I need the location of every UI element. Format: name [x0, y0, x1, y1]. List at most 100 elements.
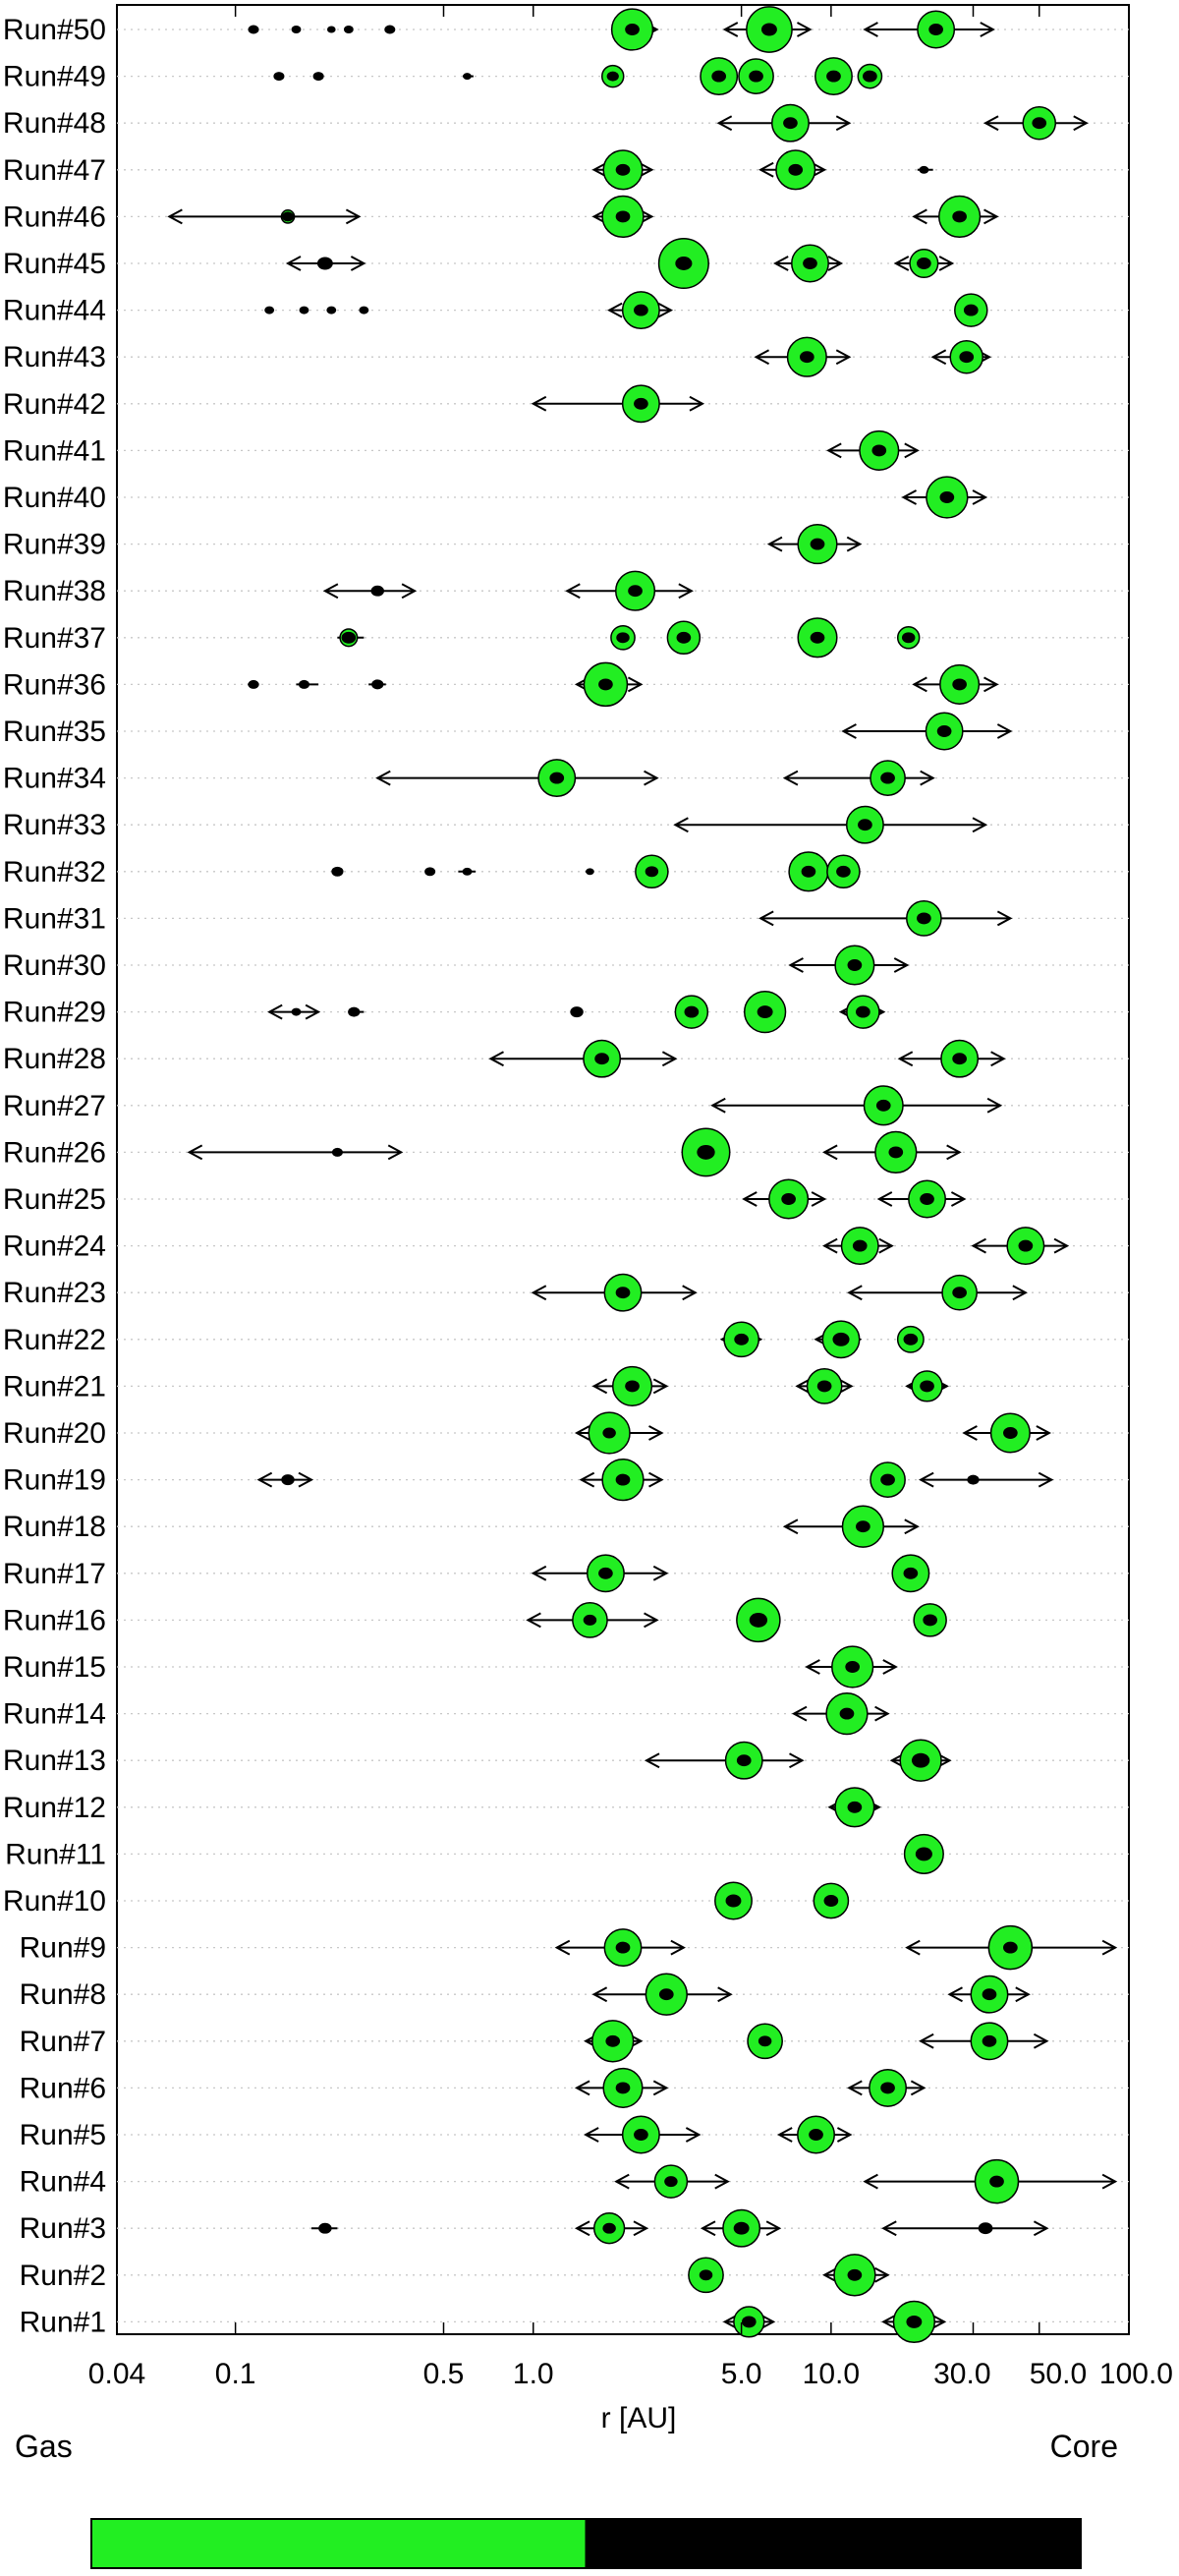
planet-marker: [805, 1645, 898, 1689]
run-labels: Run#1 Run#2 Run#3 Run#4 Run#5 Run#6 Run#7 Run#8…: [3, 14, 106, 2338]
planet-marker: [822, 1227, 894, 1266]
core-dot: [343, 26, 354, 33]
legend-core-bar: [585, 2518, 1082, 2569]
run-label: Run#50: [3, 14, 106, 46]
planet-marker: [863, 10, 995, 49]
planet-marker: [248, 25, 259, 34]
core-dot: [760, 23, 777, 36]
planet-marker: [700, 2208, 782, 2248]
planet-marker: [881, 2220, 1049, 2237]
run-label: Run#48: [3, 107, 106, 140]
core-dot: [915, 1847, 932, 1861]
orbit-range-arrow-right: [797, 22, 813, 37]
planet-marker: [827, 1787, 881, 1828]
planet-marker: [738, 58, 774, 94]
runs-layer: [167, 6, 1118, 2344]
core-dot: [1003, 1941, 1018, 1954]
orbit-range-arrow-right: [986, 1097, 1003, 1114]
core-dot: [594, 1053, 609, 1065]
planet-marker: [591, 149, 654, 191]
orbit-range-arrow-left: [912, 208, 927, 225]
orbit-range-arrow-right: [627, 676, 644, 693]
x-tick-label: 30.0: [933, 2358, 990, 2390]
orbit-range-arrow-right: [789, 1752, 805, 1769]
planet-marker: [826, 429, 920, 471]
orbit-range-arrow-right: [678, 583, 694, 600]
orbit-range-arrow-right: [811, 1191, 827, 1207]
planet-marker: [348, 1006, 365, 1017]
core-dot: [928, 24, 943, 35]
planet-marker: [688, 2257, 724, 2294]
core-dot: [615, 1287, 631, 1299]
x-tick-label: 0.04: [88, 2358, 145, 2390]
core-dot: [982, 2034, 997, 2047]
core-dot: [586, 868, 594, 876]
orbit-range-arrow-right: [1036, 1425, 1051, 1441]
run-row: [256, 1458, 1054, 1502]
orbit-range-arrow-right: [904, 1518, 920, 1535]
planet-marker: [891, 1554, 930, 1593]
orbit-range-arrow-left: [716, 115, 733, 132]
orbit-range-arrow-left: [962, 1425, 978, 1441]
planet-marker: [574, 2212, 649, 2245]
core-dot: [839, 1707, 855, 1720]
planet-marker: [797, 617, 838, 658]
orbit-range-arrow-left: [982, 115, 999, 132]
planet-marker: [919, 1471, 1054, 1488]
core-dot: [978, 2222, 993, 2235]
orbit-range-arrow-right: [1015, 1986, 1031, 2003]
run-label: Run#27: [3, 1090, 106, 1122]
planet-marker: [187, 1144, 404, 1161]
x-tick-label: 100.0: [1099, 2358, 1173, 2390]
run-row: [531, 1273, 1028, 1312]
planet-marker: [742, 1178, 827, 1220]
core-dot: [331, 866, 344, 877]
planet-marker: [912, 195, 999, 239]
run-label: Run#13: [3, 1745, 106, 1777]
run-label: Run#42: [3, 388, 106, 421]
planet-marker: [814, 1320, 863, 1359]
orbit-range-arrow-right: [387, 1144, 404, 1161]
orbit-range-arrow-left: [722, 2314, 739, 2330]
orbit-range-arrow-right: [811, 161, 827, 178]
orbit-range-arrow-right: [652, 1378, 669, 1395]
run-label: Run#16: [3, 1604, 106, 1636]
planet-marker: [822, 2254, 890, 2297]
core-dot: [291, 1007, 302, 1016]
orbit-range-arrow-right: [882, 1659, 898, 1675]
planet-marker: [458, 867, 476, 876]
planet-marker: [754, 336, 852, 377]
planet-marker: [299, 306, 309, 315]
core-dot: [697, 1144, 715, 1160]
orbit-range-arrow-left: [791, 1705, 808, 1722]
core-dot: [911, 1752, 930, 1768]
run-row: [710, 1085, 1003, 1126]
planet-marker: [847, 2068, 926, 2107]
planet-marker: [758, 900, 1013, 937]
planet-marker: [896, 626, 921, 650]
planet-marker: [256, 1471, 314, 1488]
run-row: [788, 945, 910, 986]
planet-marker: [531, 1273, 698, 1312]
run-label: Run#39: [3, 529, 106, 561]
core-dot: [634, 304, 648, 316]
core-dot: [758, 2035, 772, 2047]
orbit-range-arrow-right: [972, 817, 988, 833]
run-label: Run#21: [3, 1370, 106, 1402]
core-dot: [370, 585, 384, 597]
run-label: Run#49: [3, 61, 106, 93]
planet-marker: [722, 2306, 776, 2338]
run-row: [264, 291, 988, 330]
run-label: Run#40: [3, 482, 106, 514]
core-dot: [826, 70, 841, 83]
planet-marker: [719, 1321, 763, 1358]
run-label: Run#45: [3, 248, 106, 280]
orbit-range-arrow-left: [766, 536, 783, 552]
orbit-range-arrow-left: [579, 1471, 595, 1488]
core-dot: [1018, 1239, 1034, 1252]
run-label: Run#15: [3, 1651, 106, 1684]
planet-marker: [747, 2023, 783, 2060]
orbit-range-arrow-right: [689, 395, 705, 412]
legend-gas-bar: [90, 2518, 588, 2569]
